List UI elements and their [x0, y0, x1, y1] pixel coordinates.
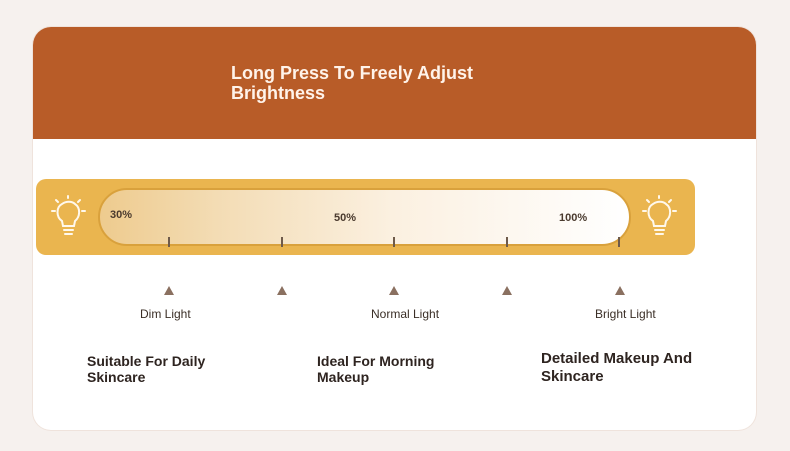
page-title: Long Press To Freely Adjust Brightness	[231, 63, 474, 103]
percent-label-50: 50%	[334, 212, 357, 224]
scale-arrow-icon	[502, 286, 512, 295]
level-name-normal: Normal Light	[371, 307, 440, 321]
scale-arrow-icon	[615, 286, 625, 295]
scale-arrow-icon	[277, 286, 287, 295]
scale-tick	[168, 237, 170, 247]
brightness-bar: 30% 50% 100%	[36, 179, 695, 255]
brightness-slider-track[interactable]: 30% 50% 100%	[98, 188, 631, 246]
scale-tick	[506, 237, 508, 247]
level-description-bright: Detailed Makeup And Skincare	[541, 350, 693, 385]
scale-tick	[618, 237, 620, 247]
level-description-dim: Suitable For Daily Skincare	[87, 353, 206, 385]
light-bulb-icon	[642, 195, 677, 235]
level-description-normal: Ideal For Morning Makeup	[317, 353, 435, 385]
percent-label-30: 30%	[110, 209, 133, 221]
level-name-dim: Dim Light	[140, 307, 191, 321]
scale-tick	[281, 237, 283, 247]
scale-tick	[393, 237, 395, 247]
header-banner: Long Press To Freely Adjust Brightness	[33, 27, 756, 139]
light-bulb-icon	[51, 195, 86, 235]
scale-arrow-icon	[389, 286, 399, 295]
scale-arrow-icon	[164, 286, 174, 295]
level-name-bright: Bright Light	[595, 307, 656, 321]
percent-label-100: 100%	[559, 212, 588, 224]
